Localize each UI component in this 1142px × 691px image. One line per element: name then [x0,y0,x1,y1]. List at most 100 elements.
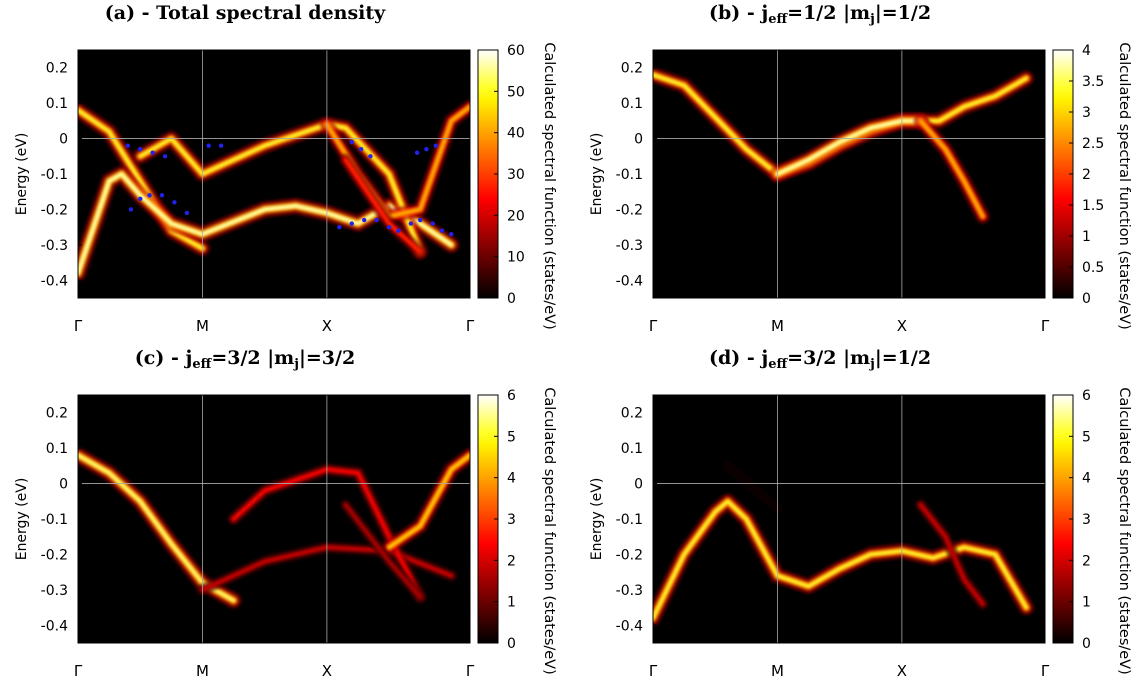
chart-title-subscript: j [870,12,875,27]
chart-title-part: =3/2 |m [787,347,871,369]
arpes-marker [414,150,420,155]
colorbar-label: Calculated spectral function (states/eV) [1116,42,1132,330]
chart-panel: (a) - Total spectral density 0.2 0.1 0 -0.1 -… [0,0,565,345]
k-point-label: Γ [649,662,658,680]
arpes-marker [433,143,438,148]
colorbar-label: Calculated spectral function (states/eV) [1116,387,1132,675]
chart-svg: 0.2 0.1 0 -0.1 -0.2 -0.3 -0.4 Γ M X Γ Energy (eV) 0 1… [589,387,1132,680]
chart-title-part: =1/2 |m [787,2,871,24]
arpes-marker [368,154,373,159]
colorbar-tick-label: 2.5 [1082,136,1104,152]
arpes-marker [362,217,367,223]
y-tick-label: -0.2 [41,547,68,563]
y-tick-label: -0.2 [616,202,643,218]
y-tick-label: -0.3 [616,583,643,599]
k-point-label: Γ [649,317,658,335]
y-tick-label: 0 [59,132,68,148]
y-axis-label: Energy (eV) [14,478,30,561]
colorbar-tick-label: 4 [1082,43,1091,59]
chart-title-part: j [178,347,193,369]
colorbar-tick-label: 5 [507,429,516,445]
spectral-band [653,493,1034,626]
arpes-marker [349,221,354,226]
spectral-band [78,102,211,257]
y-tick-label: -0.2 [41,202,68,218]
chart-title-prefix: (d) - [708,347,755,369]
arpes-marker [138,196,143,201]
spectral-band [339,499,426,603]
arpes-marker [439,228,445,233]
k-point-label: Γ [74,662,83,680]
chart-title-part: |=3/2 [298,347,356,369]
y-tick-label: -0.1 [616,512,643,528]
chart-title-part: |=1/2 [874,347,932,369]
y-tick-label: 0.2 [621,406,643,422]
colorbar-tick-label: 3 [1082,512,1091,528]
chart-title-part: j [754,347,769,369]
colorbar-tick-label: 2 [1082,553,1091,569]
band-layer [653,460,1034,626]
arpes-marker [386,224,392,230]
colorbar-tick-label: 4 [507,471,516,487]
y-tick-label: -0.3 [41,583,68,599]
band-layer [78,447,470,609]
chart-title-subscript: j [870,357,875,372]
chart-title-part: j [754,2,769,24]
arpes-marker [396,228,401,233]
y-tick-label: 0 [634,477,643,493]
y-axis-label: Energy (eV) [589,133,605,216]
arpes-marker [418,217,423,223]
y-tick-label: -0.4 [41,618,68,634]
k-point-label: Γ [1041,662,1050,680]
chart-title-part: |=1/2 [874,2,932,24]
k-point-label: Γ [1041,317,1050,335]
plot-area [78,395,470,643]
y-axis-label: Energy (eV) [589,478,605,561]
colorbar-tick-label: 1 [1082,229,1091,245]
arpes-marker [206,143,211,148]
spectral-band [132,116,428,260]
colorbar-label: Calculated spectral function (states/eV) [541,42,557,330]
y-axis-label: Energy (eV) [14,133,30,216]
colorbar-tick-label: 5 [1082,429,1091,445]
colorbar-tick-label: 10 [507,250,525,266]
y-tick-label: 0.1 [46,441,68,457]
chart-title: (a) - Total spectral density [0,2,490,24]
spectral-band [914,498,989,610]
arpes-marker [408,221,414,226]
y-tick-label: 0 [634,132,643,148]
colorbar-tick-label: 1 [1082,595,1091,611]
arpes-marker [218,143,224,148]
y-tick-label: -0.2 [616,547,643,563]
colorbar-tick-label: 30 [507,167,525,183]
k-point-label: M [771,317,784,335]
arpes-marker [358,147,364,152]
arpes-marker [184,210,190,216]
k-point-label: M [196,317,209,335]
band-layer [78,99,470,282]
arpes-marker [374,217,379,223]
y-tick-label: 0.2 [46,406,68,422]
colorbar-tick-label: 6 [1082,388,1091,404]
chart-title-prefix: (b) - [708,2,755,24]
colorbar-tick-label: 2 [507,553,516,569]
y-tick-label: 0.2 [46,61,68,77]
chart-svg: 0.2 0.1 0 -0.1 -0.2 -0.3 -0.4 Γ M X Γ Energy (eV) 0 1… [14,387,557,680]
y-tick-label: 0.1 [621,441,643,457]
y-tick-label: -0.1 [41,167,68,183]
colorbar-tick-label: 0.5 [1082,260,1104,276]
k-point-label: X [897,662,907,680]
chart-title-prefix: (a) - Total spectral density [104,2,386,24]
k-point-label: Γ [74,317,83,335]
arpes-marker [128,207,134,212]
spectral-band [381,447,470,555]
colorbar-tick-label: 0 [1082,291,1091,307]
y-tick-label: -0.4 [616,618,643,634]
arpes-marker [159,193,165,198]
k-point-label: X [322,662,332,680]
arpes-marker [337,224,342,230]
chart-panel: (c) - jeff=3/2 |mj|=3/2 0.2 0.1 0 -0.1 -0.2 -0… [0,345,565,690]
colorbar-tick-label: 0 [507,636,516,652]
chart-title: (d) - jeff=3/2 |mj|=1/2 [575,347,1065,372]
y-tick-label: -0.1 [41,512,68,528]
